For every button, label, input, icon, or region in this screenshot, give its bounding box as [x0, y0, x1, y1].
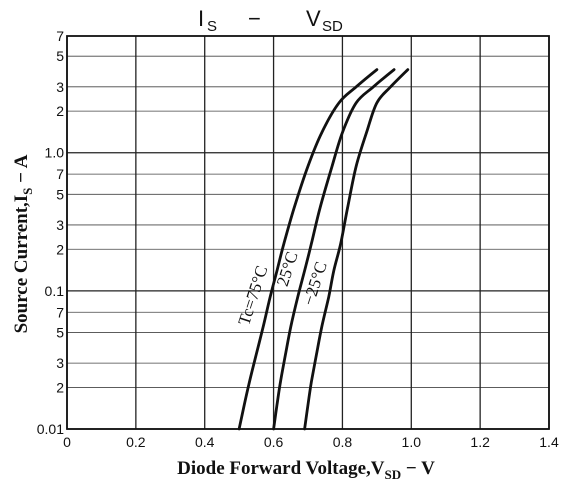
x-tick-label: 0: [63, 434, 71, 450]
x-tick-label: 1.2: [470, 434, 490, 450]
x-tick-label: 0.8: [333, 434, 353, 450]
y-tick-label: 2: [56, 103, 64, 119]
grid: [66, 35, 550, 430]
plot-frame: [66, 35, 550, 430]
y-tick-label: 2: [56, 379, 64, 395]
curve-label: 25°C: [273, 249, 302, 288]
title-right-sub: SD: [322, 18, 343, 35]
y-tick-label: 2: [56, 241, 64, 257]
y-tick-label: 3: [56, 79, 64, 95]
x-tick-labels: 0 0.2 0.4 0.6 0.8 1.0 1.2 1.4: [63, 434, 559, 450]
y-tick-label: 7: [56, 28, 64, 44]
x-axis-label: Diode Forward Voltage,VSD − V: [177, 458, 435, 482]
series-line-1: [272, 68, 396, 431]
y-tick-label: 7: [56, 304, 64, 320]
y-tick-label: 3: [56, 217, 64, 233]
y-axis-label: Source Current,IS − A: [11, 154, 35, 333]
x-tick-label: 0.6: [264, 434, 284, 450]
y-tick-label: 5: [56, 186, 64, 202]
y-tick-label: 1.0: [45, 145, 65, 161]
curves: [237, 68, 410, 431]
title-dash: −: [248, 6, 261, 31]
x-tick-label: 0.4: [195, 434, 215, 450]
y-tick-label: 0.1: [45, 283, 65, 299]
y-tick-label: 7: [56, 166, 64, 182]
series-line-0: [237, 68, 379, 431]
curve-labels: Tc=75°C 25°C−25°C: [234, 249, 330, 327]
chart-title: I S − V SD: [198, 6, 343, 35]
y-axis-label-unit: − A: [11, 154, 32, 187]
y-tick-label: 3: [56, 355, 64, 371]
x-tick-label: 0.2: [126, 434, 146, 450]
title-right-main: V: [306, 6, 321, 31]
y-tick-labels: 0.01 2 3 5 7 0.1 2 3 5 7 1.0 2 3 5 7: [37, 28, 64, 437]
x-axis-label-unit: − V: [401, 458, 435, 479]
x-axis-label-text: Diode Forward Voltage,V: [177, 458, 385, 479]
title-left-main: I: [198, 6, 204, 31]
y-axis-label-text: Source Current,I: [11, 195, 32, 334]
x-tick-label: 1.0: [402, 434, 422, 450]
y-axis-label-sub: S: [20, 188, 35, 195]
x-axis-label-sub: SD: [385, 467, 402, 482]
curve-label: −25°C: [299, 259, 331, 307]
y-tick-label: 5: [56, 48, 64, 64]
title-left-sub: S: [207, 18, 217, 35]
series-line-2: [303, 68, 410, 431]
y-tick-label: 5: [56, 324, 64, 340]
y-tick-label: 0.01: [37, 421, 64, 437]
x-tick-label: 1.4: [539, 434, 559, 450]
